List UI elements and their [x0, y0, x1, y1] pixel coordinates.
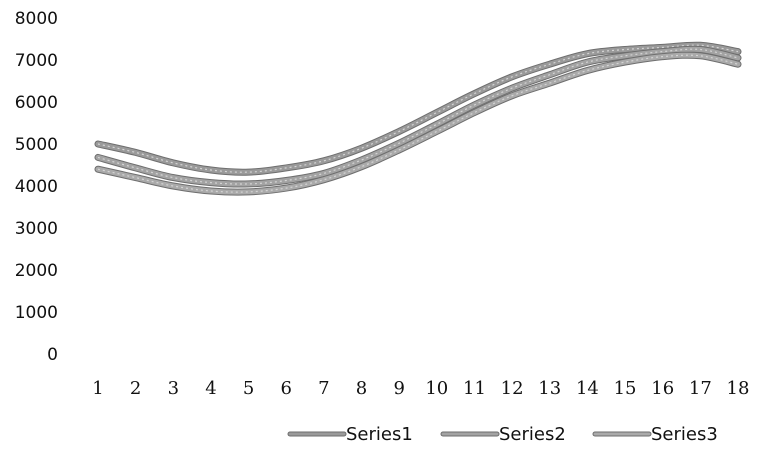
legend: Series1 Series2 Series3: [287, 424, 718, 445]
y-tick-label: 3000: [15, 219, 58, 239]
x-tick-label: 6: [281, 378, 292, 399]
y-tick-label: 8000: [15, 9, 58, 29]
y-tick-label: 5000: [15, 135, 58, 155]
x-tick-label: 9: [393, 378, 404, 399]
x-tick-label: 1: [92, 378, 103, 399]
series-line-series1: [94, 41, 742, 176]
x-tick-label: 10: [425, 378, 448, 399]
x-tick-label: 16: [651, 378, 674, 399]
series-line-series2: [94, 45, 742, 188]
y-tick-label: 1000: [15, 303, 58, 323]
legend-item-series1: Series1: [287, 424, 413, 445]
y-tick-label: 6000: [15, 93, 58, 113]
legend-label: Series1: [346, 424, 413, 445]
x-tick-label: 3: [168, 378, 179, 399]
legend-item-series2: Series2: [440, 424, 566, 445]
x-axis-ticks: 1 2 3 4 5 6 7 8 9 10 11 12 13 14 15 16 17 18: [92, 378, 749, 399]
y-tick-label: 0: [47, 345, 58, 365]
x-tick-label: 14: [576, 378, 599, 399]
y-tick-label: 4000: [15, 177, 58, 197]
series-line-series3: [94, 51, 742, 196]
x-tick-label: 4: [205, 378, 216, 399]
x-tick-label: 5: [243, 378, 254, 399]
x-tick-label: 7: [318, 378, 329, 399]
x-tick-label: 2: [130, 378, 141, 399]
legend-item-series3: Series3: [592, 424, 718, 445]
series-lines: [94, 41, 742, 196]
x-tick-label: 17: [689, 378, 712, 399]
x-tick-label: 15: [614, 378, 637, 399]
y-axis-ticks: 0 1000 2000 3000 4000 5000 6000 7000 8000: [15, 9, 58, 365]
y-tick-label: 2000: [15, 261, 58, 281]
x-tick-label: 18: [727, 378, 750, 399]
x-tick-label: 13: [538, 378, 561, 399]
x-tick-label: 12: [501, 378, 524, 399]
x-tick-label: 11: [463, 378, 486, 399]
legend-label: Series2: [499, 424, 566, 445]
y-tick-label: 7000: [15, 51, 58, 71]
x-tick-label: 8: [356, 378, 367, 399]
legend-label: Series3: [651, 424, 718, 445]
